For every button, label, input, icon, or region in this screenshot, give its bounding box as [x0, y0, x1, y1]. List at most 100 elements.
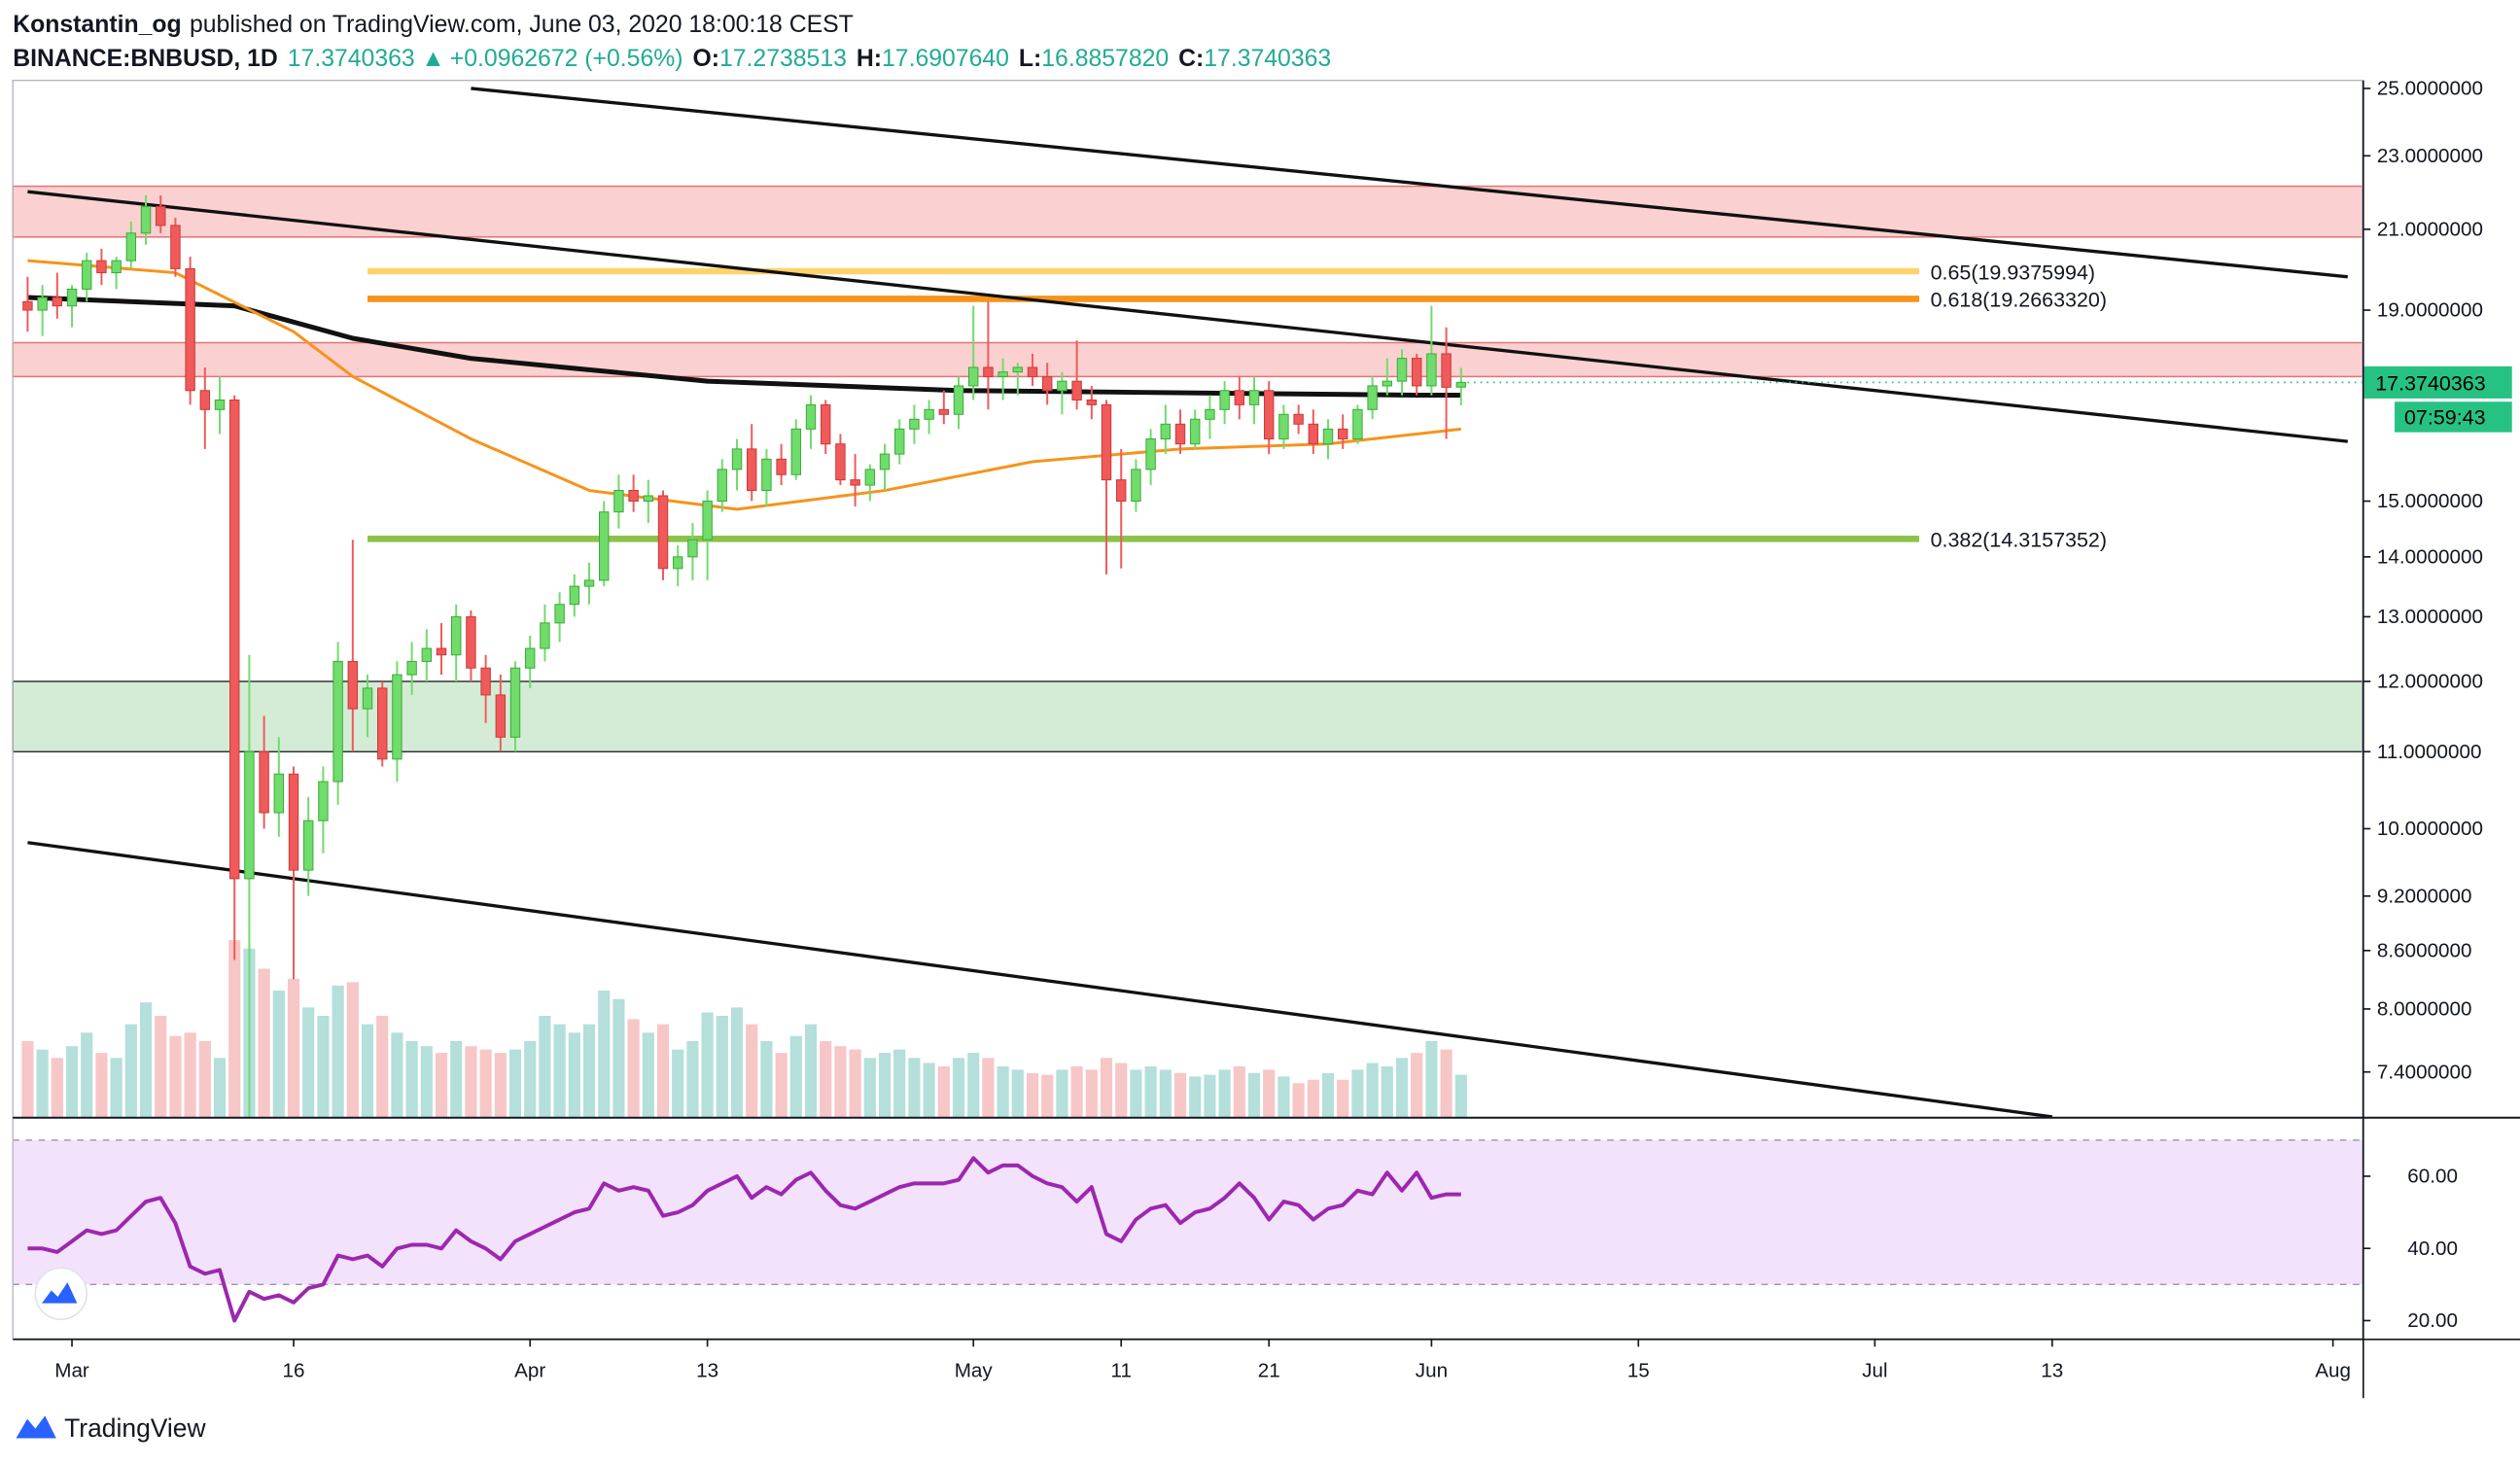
- candle-body: [1145, 438, 1156, 471]
- candle-body: [1352, 408, 1363, 440]
- volume-bar: [1440, 1049, 1452, 1117]
- candle-body: [747, 448, 757, 491]
- candle-body: [1116, 479, 1127, 502]
- volume-bar: [1218, 1069, 1231, 1117]
- footer-logo: [16, 1415, 56, 1439]
- y-tick-label: 25.0000000: [2377, 78, 2483, 100]
- volume-bar: [479, 1049, 492, 1117]
- candle-body: [421, 647, 433, 662]
- volume-bar: [1247, 1072, 1261, 1117]
- volume-bar: [686, 1040, 699, 1117]
- volume-bar: [1130, 1069, 1142, 1117]
- volume-bar: [508, 1049, 522, 1117]
- volume-bar: [1233, 1065, 1245, 1117]
- candle-body: [1248, 390, 1260, 405]
- volume-bar: [568, 1032, 580, 1117]
- candle-body: [480, 667, 491, 696]
- candle-body: [111, 260, 122, 274]
- candle-body: [451, 615, 462, 656]
- candle-body: [583, 579, 595, 587]
- candle-body: [1455, 381, 1467, 388]
- candle-body: [66, 288, 78, 307]
- volume-bar: [169, 1035, 182, 1117]
- open-label: O:: [692, 46, 719, 72]
- low-label: L:: [1019, 46, 1041, 72]
- volume-bar: [65, 1046, 79, 1117]
- candle-body: [392, 674, 402, 760]
- volume-bar: [258, 968, 270, 1117]
- published: published on TradingView.com, June 03, 2…: [190, 12, 854, 38]
- y-tick-label: 12.0000000: [2377, 671, 2483, 693]
- candle-body: [1086, 399, 1098, 405]
- candle-body: [1057, 380, 1068, 392]
- volume-bar: [465, 1046, 477, 1117]
- candle-body: [259, 750, 269, 814]
- candle-body: [998, 371, 1008, 377]
- volume-bar: [1041, 1074, 1054, 1117]
- candle-body: [82, 260, 92, 290]
- x-tick-label: May: [955, 1360, 994, 1382]
- low: 16.8857820: [1041, 46, 1169, 72]
- x-tick-label: 13: [2041, 1360, 2063, 1382]
- candle-body: [1205, 408, 1215, 420]
- candle-body: [214, 399, 226, 410]
- candle-body: [569, 585, 580, 606]
- candle-body: [303, 819, 314, 871]
- rsi-line: [27, 1156, 1461, 1323]
- candle-body: [1027, 366, 1038, 377]
- x-tick-label: Jul: [1862, 1360, 1887, 1382]
- volume-bar: [1454, 1074, 1467, 1117]
- candle-body: [805, 403, 817, 430]
- close: 17.3740363: [1204, 46, 1331, 72]
- rsi-logo: [34, 1267, 88, 1321]
- volume-bar: [908, 1058, 921, 1117]
- volume-bar: [346, 982, 359, 1117]
- zone: [12, 680, 2363, 753]
- y-tick-label: 11.0000000: [2377, 741, 2482, 763]
- candle-body: [1293, 413, 1304, 425]
- high-label: H:: [857, 46, 882, 72]
- volume-bar: [435, 1053, 448, 1117]
- volume-bar: [1070, 1065, 1083, 1117]
- high: 17.6907640: [882, 46, 1009, 72]
- volume-bar: [1307, 1079, 1319, 1117]
- volume-bar: [923, 1063, 935, 1117]
- volume-bar: [332, 985, 344, 1117]
- candle-body: [731, 448, 743, 471]
- volume-bar: [1395, 1058, 1409, 1117]
- y-tick-label: 13.0000000: [2377, 606, 2483, 628]
- candle-body: [1322, 428, 1334, 445]
- volume-bar: [1411, 1053, 1423, 1117]
- countdown-box: [2395, 401, 2512, 433]
- volume-bar: [1381, 1065, 1393, 1117]
- volume-bar: [1292, 1083, 1305, 1117]
- header-line-2: BINANCE:BNBUSD, 1D 17.3740363 ▲ +0.0962672 …: [13, 46, 1331, 72]
- volume-bar: [51, 1058, 63, 1117]
- candle-body: [1412, 358, 1422, 387]
- candle-body: [1071, 380, 1082, 401]
- trend-line: [27, 190, 2348, 443]
- rsi-tick-label: 40.00: [2407, 1237, 2458, 1260]
- candle-body: [495, 694, 507, 738]
- panes: 25.0000000 23.0000000 21.0000000 19.0000000…: [12, 78, 2512, 1382]
- volume-bar: [124, 1024, 137, 1117]
- candle-body: [436, 647, 447, 656]
- volume-bar: [656, 1024, 670, 1117]
- volume-bar: [553, 1024, 566, 1117]
- candle-body: [509, 667, 521, 738]
- volume-bar: [95, 1053, 108, 1117]
- volume-bar: [420, 1046, 433, 1117]
- volume-bar: [1100, 1058, 1113, 1117]
- volume-bar: [598, 991, 611, 1117]
- x-tick-label: 15: [1628, 1360, 1650, 1382]
- volume-bar: [494, 1053, 507, 1117]
- volume-bar: [1263, 1069, 1276, 1117]
- candle-body: [821, 403, 831, 445]
- x-tick-label: 13: [696, 1360, 718, 1382]
- candle-body: [52, 296, 63, 307]
- candle-body: [244, 750, 255, 880]
- volume-bar: [302, 1007, 315, 1117]
- candle-body: [1278, 413, 1289, 440]
- candle-body: [1131, 469, 1141, 502]
